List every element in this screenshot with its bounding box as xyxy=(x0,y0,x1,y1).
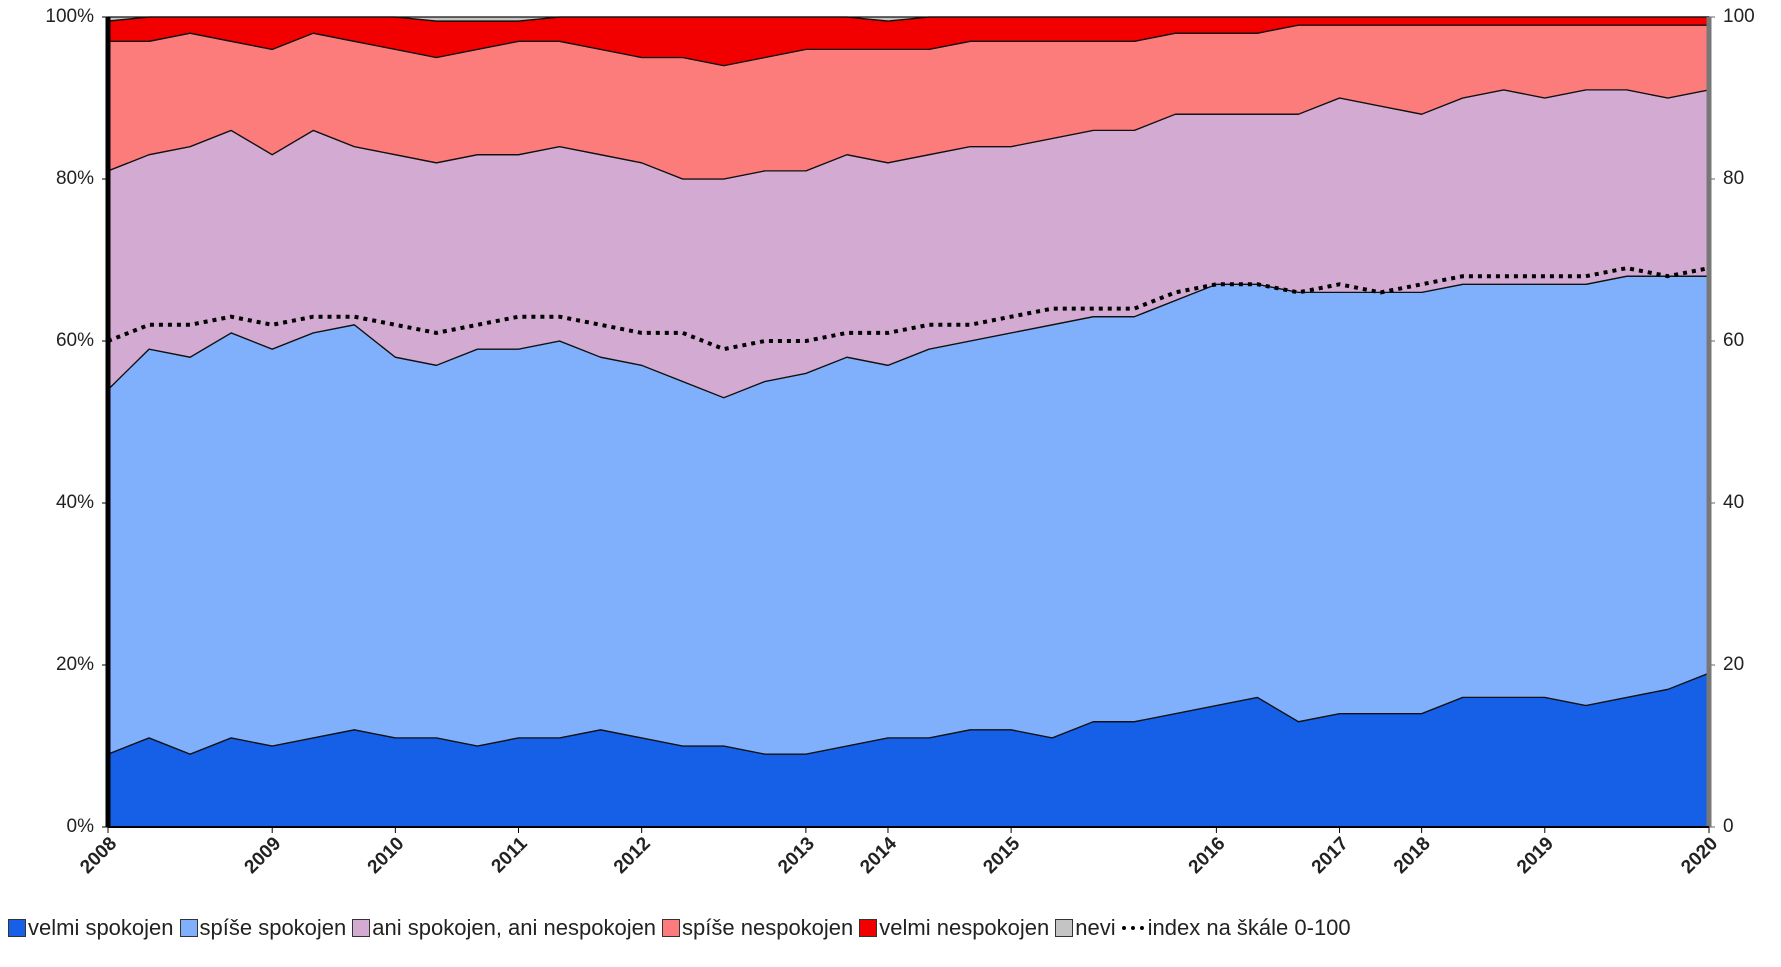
x-tick-label: 2009 xyxy=(241,833,286,878)
x-tick-label: 2008 xyxy=(76,833,121,878)
legend-item: spíše spokojen xyxy=(179,915,353,940)
legend-swatch xyxy=(859,919,878,937)
x-tick-label: 2015 xyxy=(979,833,1024,878)
legend-item: ani spokojen, ani nespokojen xyxy=(352,915,662,940)
legend-swatch xyxy=(1121,926,1144,930)
legend-label: index na škále 0-100 xyxy=(1147,915,1351,940)
y-tick-label: 60% xyxy=(56,330,94,351)
y-tick-label: 0% xyxy=(67,816,95,837)
x-tick-label: 2018 xyxy=(1390,833,1435,878)
y-tick-label: 100% xyxy=(45,6,94,27)
x-tick-label: 2013 xyxy=(774,833,819,878)
legend-item: velmi nespokojen xyxy=(859,915,1055,940)
y2-tick-label: 0 xyxy=(1723,816,1734,837)
legend-item: spíše nespokojen xyxy=(662,915,859,940)
x-tick-label: 2016 xyxy=(1185,833,1230,878)
y-tick-label: 80% xyxy=(56,168,94,189)
legend-label: spíše nespokojen xyxy=(682,915,854,940)
y2-tick-label: 100 xyxy=(1723,6,1755,27)
legend-swatch xyxy=(179,919,198,937)
y2-tick-label: 40 xyxy=(1723,492,1744,513)
legend-label: velmi nespokojen xyxy=(879,915,1050,940)
y2-tick-label: 20 xyxy=(1723,654,1744,675)
x-tick-label: 2011 xyxy=(488,833,532,877)
legend-label: velmi spokojen xyxy=(28,915,174,940)
legend-swatch xyxy=(1055,919,1074,937)
y-tick-label: 20% xyxy=(56,654,94,675)
index-line xyxy=(107,266,1710,352)
legend-item: nevi xyxy=(1055,915,1121,940)
legend-label: spíše spokojen xyxy=(199,915,347,940)
legend-label: ani spokojen, ani nespokojen xyxy=(372,915,657,940)
legend-item: index na škále 0-100 xyxy=(1121,915,1357,940)
x-tick-label: 2014 xyxy=(856,833,901,878)
area xyxy=(107,16,1710,22)
y-tick-label: 40% xyxy=(56,492,94,513)
x-tick-label: 2017 xyxy=(1308,833,1353,878)
x-tick-label: 2010 xyxy=(364,833,409,878)
y2-tick-label: 80 xyxy=(1723,168,1744,189)
x-tick-label: 2020 xyxy=(1677,833,1722,878)
x-tick-label: 2012 xyxy=(610,833,655,878)
legend-swatch xyxy=(352,919,371,937)
x-tick-label: 2019 xyxy=(1513,833,1558,878)
legend-label: nevi xyxy=(1075,915,1116,940)
chart: 0% 20% 40% 60% 80% 100% 0 20 40 60 80 100 2008 2009 20… xyxy=(45,6,1755,878)
legend: velmi spokojen spíše spokojen ani spokojen… xyxy=(8,914,1748,942)
legend-swatch xyxy=(662,919,681,937)
legend-swatch xyxy=(8,919,26,937)
legend-item: velmi spokojen xyxy=(8,915,180,940)
y2-tick-label: 60 xyxy=(1723,330,1744,351)
